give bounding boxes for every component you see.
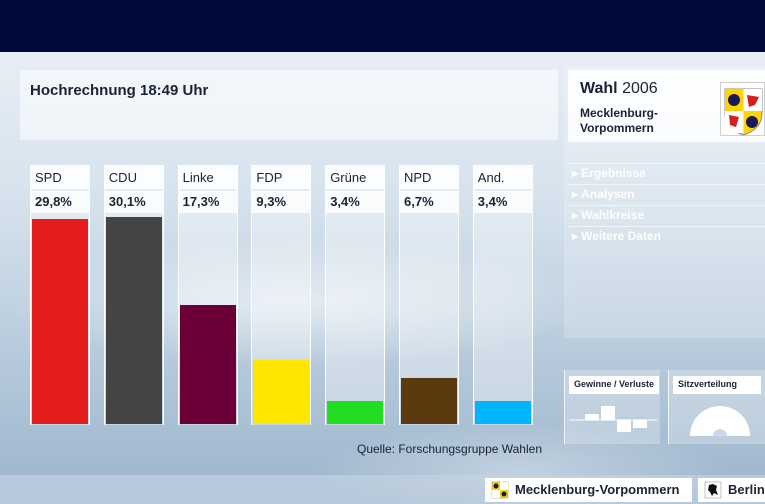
data-label: 17,3% bbox=[182, 194, 220, 209]
bar bbox=[105, 217, 162, 424]
party-label: Linke bbox=[182, 170, 214, 185]
arrow-right-icon: ▶ bbox=[572, 232, 579, 241]
region-line2: Vorpommern bbox=[580, 121, 654, 135]
bar bbox=[327, 401, 384, 424]
data-label: 29,8% bbox=[35, 194, 72, 209]
election-title: Wahl 2006 bbox=[580, 80, 658, 98]
value-box: 6,7% bbox=[400, 191, 458, 213]
party-header: And. bbox=[473, 165, 532, 189]
gains-losses-label: Gewinne / Verluste bbox=[569, 376, 660, 394]
gains-losses-widget[interactable]: Gewinne / Verluste bbox=[564, 370, 660, 444]
semicircle-icon bbox=[690, 406, 750, 436]
menu-label: Ergebnisse bbox=[581, 166, 646, 180]
bar bbox=[179, 305, 236, 424]
region-line1: Mecklenburg- bbox=[580, 106, 659, 120]
menu-label: Weitere Daten bbox=[581, 229, 661, 243]
region-name: Mecklenburg- Vorpommern bbox=[580, 106, 690, 136]
data-label: 9,3% bbox=[256, 194, 287, 209]
bar bbox=[32, 219, 88, 424]
party-header: CDU bbox=[104, 165, 163, 189]
bar-column-npd: NPD 6,7% bbox=[399, 165, 459, 425]
tab-label: Berlin bbox=[728, 482, 765, 497]
bar-column-fdp: FDP 9,3% bbox=[251, 165, 312, 425]
value-box: 9,3% bbox=[252, 191, 311, 213]
bar bbox=[401, 378, 457, 424]
menu-item-ergebnisse[interactable]: ▶ Ergebnisse bbox=[568, 163, 765, 184]
menu-item-weitere-daten[interactable]: ▶ Weitere Daten bbox=[568, 226, 765, 247]
value-box: 3,4% bbox=[326, 191, 385, 213]
bar-column-spd: SPD 29,8% bbox=[30, 165, 90, 425]
tab-label: Mecklenburg-Vorpommern bbox=[515, 482, 680, 497]
value-box: 3,4% bbox=[473, 191, 532, 213]
bar-chart: SPD 29,8% CDU 30,1% Linke 17,3% FDP 9,3% Grüne 3,… bbox=[30, 165, 533, 425]
seat-distribution-widget[interactable]: Sitzverteilung bbox=[668, 370, 765, 444]
bar-column-and-: And. 3,4% bbox=[472, 165, 533, 425]
election-label: Wahl bbox=[580, 80, 618, 97]
bar bbox=[474, 401, 531, 424]
party-header: Linke bbox=[178, 165, 237, 189]
arrow-right-icon: ▶ bbox=[572, 211, 579, 220]
data-label: 30,1% bbox=[108, 194, 146, 209]
data-label: 3,4% bbox=[330, 194, 360, 209]
title-box: Hochrechnung 18:49 Uhr bbox=[20, 70, 558, 140]
election-year: 2006 bbox=[622, 80, 658, 97]
menu-item-analysen[interactable]: ▶ Analysen bbox=[568, 184, 765, 205]
value-box: 17,3% bbox=[178, 191, 237, 213]
bar-column-cdu: CDU 30,1% bbox=[103, 165, 164, 425]
source-note: Quelle: Forschungsgruppe Wahlen bbox=[357, 442, 542, 456]
data-label: 3,4% bbox=[477, 194, 508, 209]
party-label: NPD bbox=[404, 170, 432, 185]
menu-label: Wahlkreise bbox=[581, 208, 645, 222]
value-box: 29,8% bbox=[31, 191, 89, 213]
menu-item-wahlkreise[interactable]: ▶ Wahlkreise bbox=[568, 205, 765, 226]
page-title: Hochrechnung 18:49 Uhr bbox=[30, 82, 209, 99]
tab-berlin[interactable]: Berlin bbox=[698, 478, 765, 502]
party-header: SPD bbox=[31, 165, 89, 189]
coat-of-arms-icon bbox=[720, 82, 765, 136]
top-bar bbox=[0, 0, 765, 52]
party-label: CDU bbox=[108, 170, 137, 185]
bar-column-grüne: Grüne 3,4% bbox=[325, 165, 386, 425]
gains-losses-icon bbox=[569, 406, 657, 432]
berlin-bear-icon bbox=[704, 481, 722, 499]
party-header: NPD bbox=[400, 165, 458, 189]
bar bbox=[253, 360, 310, 424]
coat-of-arms-icon bbox=[491, 481, 509, 499]
party-label: And. bbox=[477, 170, 505, 185]
arrow-right-icon: ▶ bbox=[572, 169, 579, 178]
arrow-right-icon: ▶ bbox=[572, 190, 579, 199]
party-header: Grüne bbox=[326, 165, 385, 189]
tab-mecklenburg-vorpommern[interactable]: Mecklenburg-Vorpommern bbox=[485, 478, 692, 502]
party-label: Grüne bbox=[330, 170, 367, 185]
bar-column-linke: Linke 17,3% bbox=[177, 165, 238, 425]
seat-distribution-label: Sitzverteilung bbox=[673, 376, 761, 394]
sidebar-menu: ▶ Ergebnisse ▶ Analysen ▶ Wahlkreise ▶ Weite… bbox=[568, 163, 765, 247]
menu-label: Analysen bbox=[581, 187, 635, 201]
party-label: FDP bbox=[256, 170, 283, 185]
value-box: 30,1% bbox=[104, 191, 163, 213]
data-label: 6,7% bbox=[404, 194, 434, 209]
party-header: FDP bbox=[252, 165, 311, 189]
party-label: SPD bbox=[35, 170, 62, 185]
